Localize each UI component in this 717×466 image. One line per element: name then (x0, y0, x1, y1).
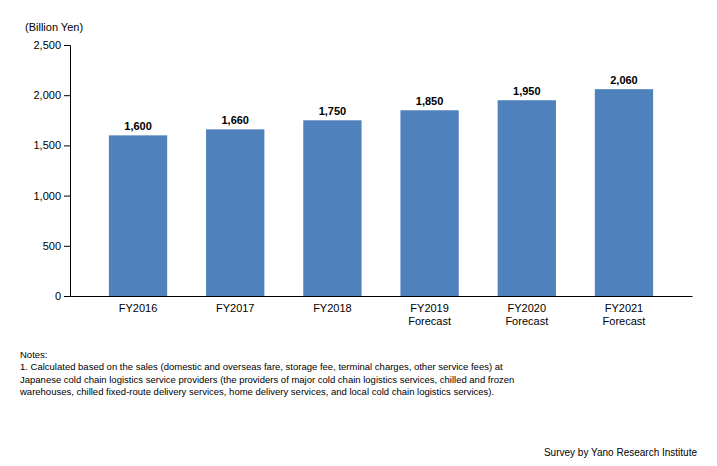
y-axis: 0 500 1,000 1,500 2,000 2,500 (33, 39, 70, 302)
x-tick: FY2016 (119, 296, 158, 314)
x-tick-label-line: FY2019 (410, 302, 449, 314)
y-tick: 2,500 (33, 39, 70, 51)
bar (400, 110, 458, 296)
y-tick-mark (64, 246, 70, 247)
x-tick: FY2018 (313, 296, 352, 314)
x-tick: FY2021Forecast (603, 296, 646, 327)
plot: 1,600 1,660 1,750 1,850 1,950 2,060 0 500 1,000 1… (33, 39, 692, 327)
x-tick-label-line: Forecast (408, 315, 451, 327)
x-tick: FY2020Forecast (505, 296, 548, 327)
notes-line: warehouses, chilled fixed-route delivery… (19, 386, 494, 397)
x-tick: FY2017 (216, 296, 255, 314)
y-tick: 1,500 (33, 139, 70, 151)
y-tick-mark (64, 145, 70, 146)
x-tick-label: FY2016 (119, 302, 158, 314)
y-tick: 500 (43, 240, 70, 252)
y-tick-mark (64, 196, 70, 197)
x-tick-label: FY2020Forecast (505, 302, 548, 327)
chart: 1,600 1,660 1,750 1,850 1,950 2,060 0 500 1,000 1… (0, 0, 717, 466)
x-tick-label-line: FY2020 (508, 302, 547, 314)
y-tick-label: 0 (55, 290, 61, 302)
y-tick-label: 1,000 (33, 190, 61, 202)
x-tick-label-line: FY2021 (605, 302, 644, 314)
bar (303, 120, 361, 296)
bars (109, 89, 653, 296)
y-tick-label: 500 (43, 240, 61, 252)
bar (206, 129, 264, 296)
y-tick-label: 1,500 (33, 139, 61, 151)
y-tick: 0 (55, 290, 70, 302)
notes-line: Japanese cold chain logistics service pr… (20, 374, 514, 385)
x-tick-label: FY2018 (313, 302, 352, 314)
x-tick-label-line: Forecast (603, 315, 646, 327)
y-tick-mark (64, 95, 70, 96)
notes-line: 1. Calculated based on the sales (domest… (20, 361, 503, 372)
data-label: 1,950 (513, 85, 541, 97)
bar (109, 135, 167, 296)
x-tick-label-line: FY2016 (119, 302, 158, 314)
x-tick-label: FY2021Forecast (603, 302, 646, 327)
x-tick-label-line: FY2017 (216, 302, 255, 314)
notes-line: Notes: (20, 349, 47, 360)
x-axis-line (71, 296, 693, 297)
x-axis: FY2016FY2017FY2018FY2019ForecastFY2020Fo… (71, 296, 693, 327)
x-tick-label-line: Forecast (505, 315, 548, 327)
x-tick-label: FY2019Forecast (408, 302, 451, 327)
y-tick-mark (64, 296, 70, 297)
source: Survey by Yano Research Institute (544, 447, 697, 458)
y-tick: 1,000 (33, 190, 70, 202)
y-tick: 2,000 (33, 89, 70, 101)
bar (498, 100, 556, 296)
data-label: 1,850 (416, 95, 444, 107)
y-tick-label: 2,000 (33, 89, 61, 101)
notes: Notes:1. Calculated based on the sales (… (19, 349, 514, 397)
y-axis-title: (Billion Yen) (25, 21, 83, 33)
data-label: 1,750 (319, 105, 347, 117)
y-axis-line (64, 46, 71, 297)
y-tick-label: 2,500 (33, 39, 61, 51)
x-tick: FY2019Forecast (408, 296, 451, 327)
data-label: 1,600 (124, 120, 152, 132)
data-labels: 1,600 1,660 1,750 1,850 1,950 2,060 (124, 74, 637, 132)
data-label: 1,660 (221, 114, 249, 126)
data-label: 2,060 (610, 74, 638, 86)
y-tick-mark (64, 45, 70, 46)
x-tick-label: FY2017 (216, 302, 255, 314)
bar (595, 89, 653, 296)
x-tick-label-line: FY2018 (313, 302, 352, 314)
